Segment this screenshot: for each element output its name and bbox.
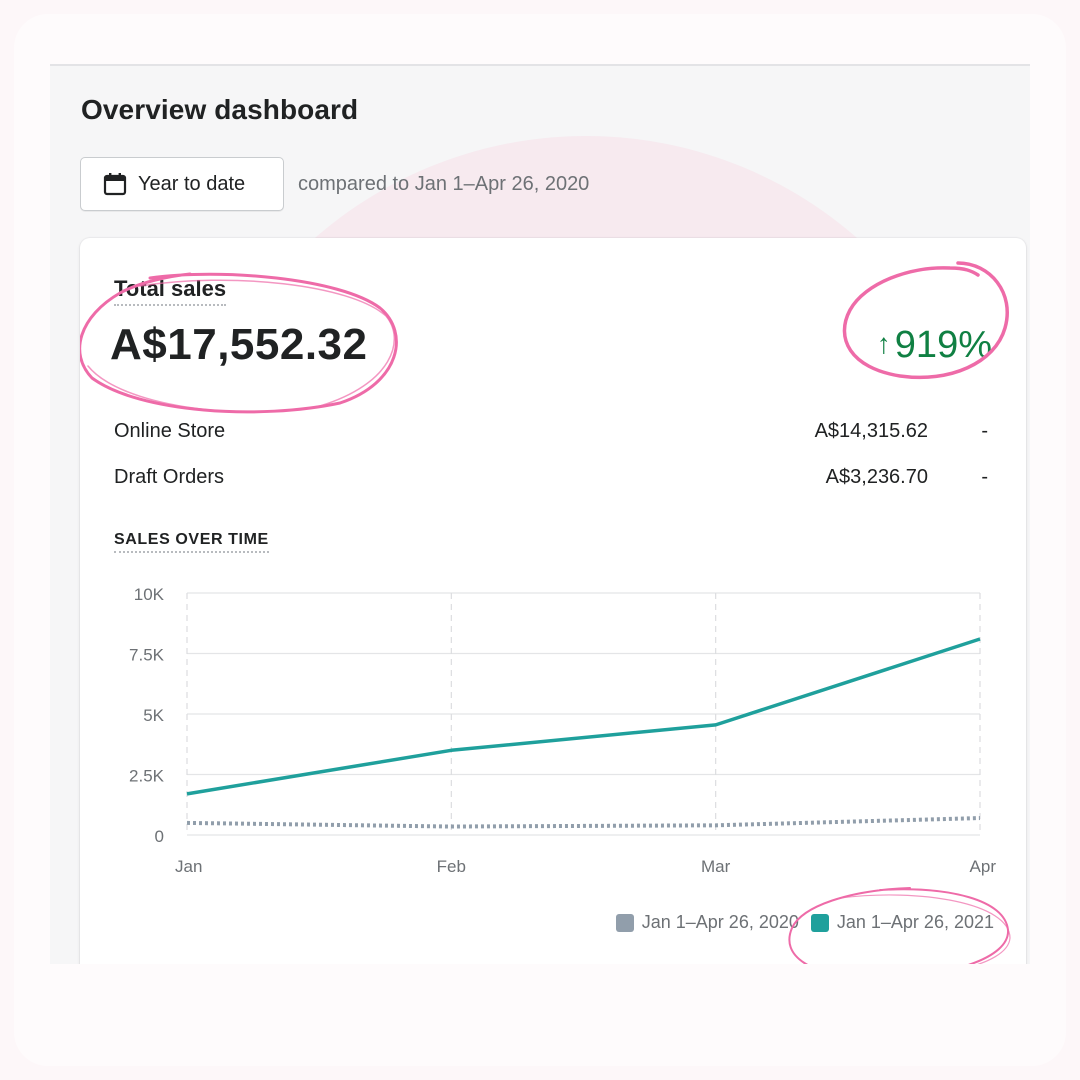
- legend-item-2020[interactable]: Jan 1–Apr 26, 2020: [615, 912, 799, 933]
- comparison-text: compared to Jan 1–Apr 26, 2020: [298, 173, 590, 195]
- channel-label-online-store: Online Store: [114, 420, 226, 442]
- date-range-label: Year to date: [138, 173, 246, 195]
- calendar-icon: [103, 173, 127, 196]
- channel-trend-online-store: -: [981, 420, 988, 442]
- x-tick-label: Mar: [701, 857, 731, 876]
- channel-trend-draft-orders: -: [981, 466, 988, 488]
- x-tick-label: Jan: [175, 857, 202, 876]
- series-line-2020: [186, 816, 981, 829]
- channel-label-draft-orders: Draft Orders: [114, 466, 225, 488]
- page-title: Overview dashboard: [81, 94, 359, 125]
- legend-swatch-2021: [810, 913, 829, 932]
- channel-value-online-store: A$14,315.62: [814, 420, 928, 442]
- x-tick-label: Feb: [437, 857, 466, 876]
- y-tick-label: 10K: [134, 585, 165, 604]
- y-tick-label: 7.5K: [129, 646, 165, 665]
- channel-value-draft-orders: A$3,236.70: [825, 466, 928, 488]
- series-line-2021: [186, 637, 981, 796]
- y-tick-label: 0: [155, 827, 164, 846]
- legend-label-2020: Jan 1–Apr 26, 2020: [641, 912, 799, 932]
- y-tick-label: 5K: [143, 706, 164, 725]
- date-range-button[interactable]: Year to date: [80, 157, 284, 211]
- legend-label-2021: Jan 1–Apr 26, 2021: [836, 912, 994, 932]
- legend-swatch-2020: [615, 913, 634, 932]
- total-sales-card: Total sales A$17,552.32 ↑ 919% Online Sto…: [80, 238, 1026, 964]
- sales-over-time-chart: 0 2.5K 5K 7.5K 10K Jan Feb Mar Apr: [129, 585, 997, 876]
- sales-over-time-label[interactable]: SALES OVER TIME: [114, 531, 269, 553]
- dashboard-panel: Overview dashboard Year to date compared…: [50, 64, 1030, 964]
- y-tick-label: 2.5K: [129, 767, 165, 786]
- chart-legend: Jan 1–Apr 26, 2020 Jan 1–Apr 26, 2021: [604, 912, 994, 933]
- x-tick-label: Apr: [970, 857, 997, 876]
- legend-item-2021[interactable]: Jan 1–Apr 26, 2021: [810, 912, 994, 933]
